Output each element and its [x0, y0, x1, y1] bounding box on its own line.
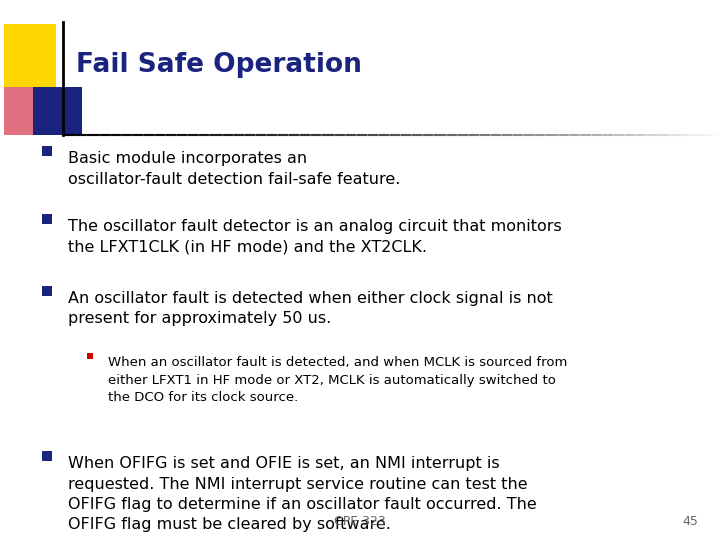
Text: When an oscillator fault is detected, and when MCLK is sourced from
either LFXT1: When an oscillator fault is detected, an… [108, 356, 567, 404]
Text: Fail Safe Operation: Fail Safe Operation [76, 52, 361, 78]
Text: The oscillator fault detector is an analog circuit that monitors
the LFXT1CLK (i: The oscillator fault detector is an anal… [68, 219, 562, 254]
Bar [33, 87, 82, 135]
Text: 45: 45 [683, 515, 698, 528]
Text: An oscillator fault is detected when either clock signal is not
present for appr: An oscillator fault is detected when eit… [68, 291, 553, 326]
Bar [4, 87, 46, 135]
Text: CPE 323: CPE 323 [334, 515, 386, 528]
Bar [4, 24, 56, 87]
Text: When OFIFG is set and OFIE is set, an NMI interrupt is
requested. The NMI interr: When OFIFG is set and OFIE is set, an NM… [68, 456, 537, 532]
Text: Basic module incorporates an
oscillator-fault detection fail-safe feature.: Basic module incorporates an oscillator-… [68, 151, 401, 187]
